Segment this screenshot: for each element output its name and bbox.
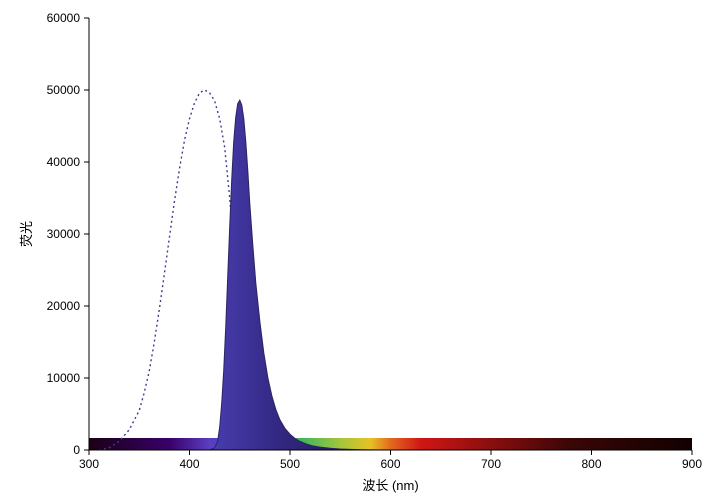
- y-tick-label: 50000: [47, 83, 81, 97]
- x-tick-label: 500: [280, 457, 300, 471]
- fluorescence-spectrum-chart: 300 400 500 600 700 800 900 0 10000 20000 30000 400…: [0, 0, 704, 503]
- y-tick-label: 40000: [47, 155, 81, 169]
- x-tick-label: 300: [79, 457, 99, 471]
- chart-svg: 300 400 500 600 700 800 900 0 10000 20000 30000 400…: [0, 0, 704, 503]
- y-axis-label: 荧光: [19, 221, 34, 247]
- y-tick-label: 0: [73, 443, 80, 457]
- y-tick-label: 10000: [47, 371, 81, 385]
- y-tick-label: 60000: [47, 11, 81, 25]
- spectrum-bar: [89, 438, 692, 450]
- y-tick-label: 30000: [47, 227, 81, 241]
- x-tick-label: 900: [682, 457, 702, 471]
- x-tick-label: 400: [179, 457, 199, 471]
- x-tick-label: 600: [380, 457, 400, 471]
- x-tick-label: 800: [581, 457, 601, 471]
- y-tick-label: 20000: [47, 299, 81, 313]
- x-tick-label: 700: [481, 457, 501, 471]
- x-axis-label: 波长 (nm): [362, 478, 418, 493]
